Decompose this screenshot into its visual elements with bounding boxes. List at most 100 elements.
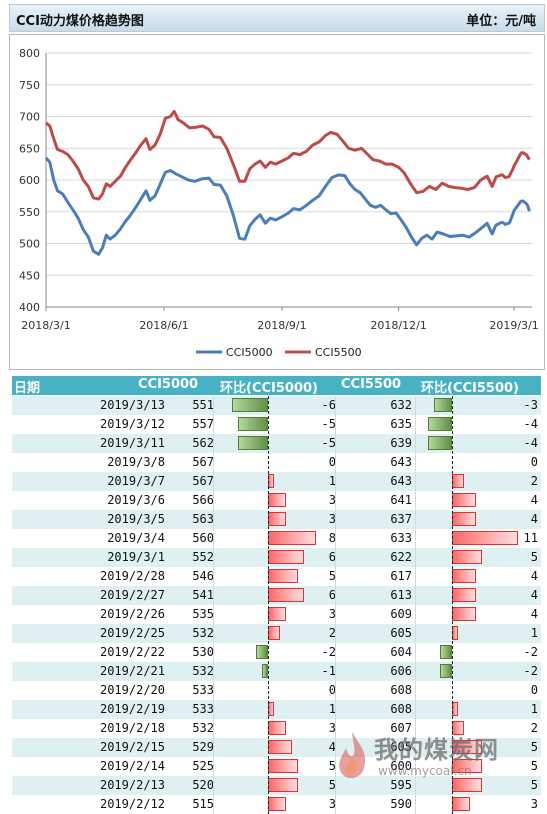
row-change-cci5500: 4 xyxy=(530,569,538,583)
row-change-cci5000: 0 xyxy=(328,455,336,469)
row-change-cci5000: 3 xyxy=(328,607,336,621)
change-bar-cci5000 xyxy=(268,797,286,811)
row-date: 2019/3/11 xyxy=(99,436,165,450)
change-bar-cci5000 xyxy=(262,664,268,678)
row-date: 2019/2/13 xyxy=(99,778,165,792)
row-change-cci5000: -5 xyxy=(321,436,336,450)
row-date: 2019/2/28 xyxy=(99,569,165,583)
change-bar-cci5500 xyxy=(452,607,476,621)
row-cci5500: 609 xyxy=(390,607,412,621)
table-row: 2019/2/20 533 0 608 0 xyxy=(12,681,541,700)
table-row: 2019/3/6 566 3 641 4 xyxy=(12,491,541,510)
header-date: 日期 xyxy=(14,381,41,396)
table-row: 2019/2/21 532 -1 606 -2 xyxy=(12,662,541,681)
row-date: 2019/2/14 xyxy=(99,759,165,773)
row-change-cci5500: 4 xyxy=(530,493,538,507)
row-cci5500: 641 xyxy=(390,493,412,507)
row-change-cci5000: -2 xyxy=(321,645,336,659)
row-cci5000: 567 xyxy=(192,455,214,469)
watermark-url: www.mycoal.cn xyxy=(378,764,472,778)
row-cci5500: 607 xyxy=(390,721,412,735)
table-row: 2019/3/13 551 -6 632 -3 xyxy=(12,396,541,415)
row-cci5500: 613 xyxy=(390,588,412,602)
row-cci5500: 643 xyxy=(390,474,412,488)
row-cci5000: 530 xyxy=(192,645,214,659)
table-header: 日期 CCI5000 环比(CCI5000) CCI5500 环比(CCI550… xyxy=(12,376,541,396)
row-cci5500: 639 xyxy=(390,436,412,450)
table-row: 2019/2/14 525 5 600 5 xyxy=(12,757,541,776)
change-bar-cci5000 xyxy=(268,607,286,621)
chart-svg: 400 450 500 550 600 650 700 750 800 2018/3/1 2018/… xyxy=(19,47,539,359)
row-cci5500: 635 xyxy=(390,417,412,431)
row-date: 2019/3/1 xyxy=(107,550,165,564)
table-row: 2019/2/18 532 3 607 2 xyxy=(12,719,541,738)
change-bar-cci5000 xyxy=(238,417,268,431)
row-change-cci5500: 5 xyxy=(530,778,538,792)
row-change-cci5500: -2 xyxy=(523,645,538,659)
row-date: 2019/2/22 xyxy=(99,645,165,659)
row-cci5500: 605 xyxy=(390,626,412,640)
row-cci5000: 520 xyxy=(192,778,214,792)
row-change-cci5500: 5 xyxy=(530,740,538,754)
row-cci5500: 643 xyxy=(390,455,412,469)
row-cci5500: 595 xyxy=(390,778,412,792)
table-row: 2019/2/28 546 5 617 4 xyxy=(12,567,541,586)
row-cci5000: 515 xyxy=(192,797,214,811)
row-cci5500: 604 xyxy=(390,645,412,659)
row-change-cci5500: 11 xyxy=(523,531,538,545)
row-cci5000: 552 xyxy=(192,550,214,564)
row-change-cci5500: 4 xyxy=(530,588,538,602)
watermark-brand: 我的煤炭网 xyxy=(374,736,499,764)
row-change-cci5500: 5 xyxy=(530,759,538,773)
table-row: 2019/3/7 567 1 643 2 xyxy=(12,472,541,491)
series-line-cci5000 xyxy=(44,156,531,256)
change-bar-cci5500 xyxy=(452,569,476,583)
row-cci5000: 560 xyxy=(192,531,214,545)
row-date: 2019/2/15 xyxy=(99,740,165,754)
table-row: 2019/2/19 533 1 608 1 xyxy=(12,700,541,719)
table-row: 2019/3/5 563 3 637 4 xyxy=(12,510,541,529)
y-tick-label: 700 xyxy=(19,111,40,124)
table-row: 2019/2/25 532 2 605 1 xyxy=(12,624,541,643)
row-cci5500: 622 xyxy=(390,550,412,564)
series-line-cci5500 xyxy=(45,109,531,201)
row-cci5000: 551 xyxy=(192,398,214,412)
x-tick-label: 2018/12/1 xyxy=(370,319,426,332)
row-change-cci5500: -4 xyxy=(523,417,538,431)
row-cci5000: 532 xyxy=(192,664,214,678)
change-bar-cci5500 xyxy=(452,797,470,811)
x-tick-label: 2019/3/1 xyxy=(489,319,538,332)
table-row: 2019/2/12 515 3 590 3 xyxy=(12,795,541,814)
change-bar-cci5500 xyxy=(434,398,452,412)
change-bar-cci5500 xyxy=(452,550,482,564)
x-tick-label: 2018/6/1 xyxy=(139,319,188,332)
y-tick-label: 650 xyxy=(19,142,40,155)
row-change-cci5500: 1 xyxy=(530,626,538,640)
change-bar-cci5500 xyxy=(428,417,452,431)
row-cci5500: 608 xyxy=(390,702,412,716)
zero-axis-cci5500 xyxy=(452,396,453,814)
row-change-cci5000: -5 xyxy=(321,417,336,431)
row-change-cci5000: 3 xyxy=(328,721,336,735)
row-change-cci5000: 4 xyxy=(328,740,336,754)
table-row: 2019/3/12 557 -5 635 -4 xyxy=(12,415,541,434)
row-change-cci5500: 0 xyxy=(530,455,538,469)
change-bar-cci5500 xyxy=(452,512,476,526)
row-change-cci5500: 3 xyxy=(530,797,538,811)
change-bar-cci5500 xyxy=(440,664,452,678)
zero-axis-cci5000 xyxy=(268,396,269,814)
table-row: 2019/2/22 530 -2 604 -2 xyxy=(12,643,541,662)
change-bar-cci5000 xyxy=(268,512,286,526)
header-cci5000: CCI5000 xyxy=(138,377,199,392)
row-change-cci5000: -1 xyxy=(321,664,336,678)
y-tick-label: 450 xyxy=(19,269,40,282)
row-date: 2019/2/18 xyxy=(99,721,165,735)
row-change-cci5000: -6 xyxy=(321,398,336,412)
change-bar-cci5000 xyxy=(232,398,268,412)
row-change-cci5500: 5 xyxy=(530,550,538,564)
table-row: 2019/3/11 562 -5 639 -4 xyxy=(12,434,541,453)
row-cci5500: 590 xyxy=(390,797,412,811)
row-cci5000: 532 xyxy=(192,721,214,735)
table-row: 2019/2/13 520 5 595 5 xyxy=(12,776,541,795)
row-change-cci5000: 6 xyxy=(328,550,336,564)
